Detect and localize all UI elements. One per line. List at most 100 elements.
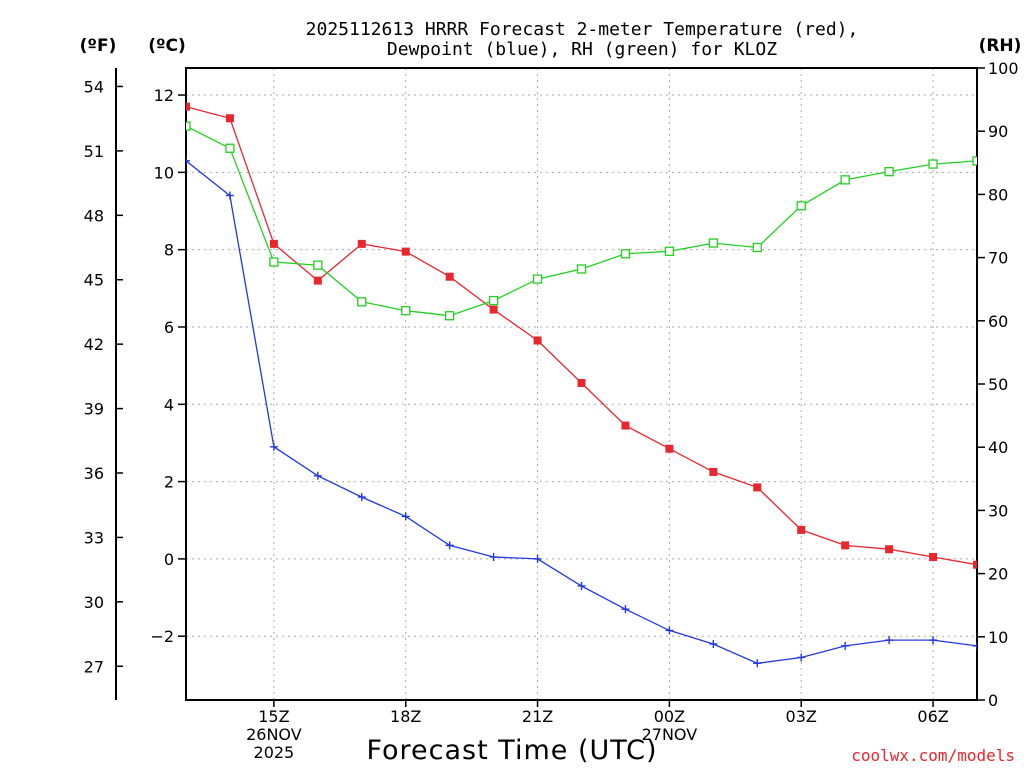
dewpoint-point [357,493,366,502]
rh-point [752,242,762,253]
celsius-tick-label: 4 [164,395,174,414]
temperature-point [313,276,322,285]
dewpoint-point [709,639,718,648]
rh-point [313,260,323,270]
dewpoint-point [885,636,894,645]
temperature-point [269,239,278,248]
dewpoint-series [186,156,977,668]
dewpoint-point [313,471,322,480]
rh-point [884,166,894,177]
rh-point [840,175,850,185]
rh-point [401,306,411,316]
rh-tick-label: 80 [988,185,1008,204]
fahrenheit-tick-label: 39 [84,400,104,419]
temperature-point [225,114,234,123]
temperature-point [186,102,190,111]
x-tick-label: 21Z [522,707,553,726]
celsius-tick-label: 10 [154,163,174,182]
rh-point [796,201,806,211]
rh-point [445,311,455,321]
rh-point [357,297,367,307]
fahrenheit-unit-label: (ºF) [80,36,117,56]
celsius-tick-label: 12 [154,86,174,105]
temperature-point [841,541,850,550]
rh-point [928,159,938,169]
dewpoint-point [621,605,630,614]
fahrenheit-tick-label: 30 [84,593,104,612]
fahrenheit-tick-label: 33 [84,528,104,547]
temperature-point [665,444,674,453]
temperature-point [885,545,894,554]
dewpoint-point [489,552,498,561]
rh-point [186,121,191,131]
x-tick-label: 27NOV [642,725,698,744]
x-tick-label: 06Z [917,707,948,726]
rh-tick-label: 30 [988,501,1008,520]
fahrenheit-tick-label: 45 [84,271,104,290]
rh-tick-label: 60 [988,312,1008,331]
x-axis-label: Forecast Time (UTC) [366,735,657,766]
temperature-line [186,106,977,566]
rh-point [532,274,543,284]
temperature-point [973,560,977,569]
temperature-point [709,467,718,476]
x-tick-label: 00Z [654,707,685,726]
rh-unit-label: (RH) [979,36,1022,56]
chart-title-line1: 2025112613 HRRR Forecast 2-meter Tempera… [306,19,859,40]
rh-line [186,125,977,317]
dewpoint-point [186,156,190,165]
rh-tick-label: 10 [988,628,1008,647]
celsius-tick-label: 8 [164,241,174,260]
dewpoint-point [533,554,542,563]
rh-tick-label: 20 [988,565,1008,584]
temperature-point [929,552,938,561]
fahrenheit-tick-label: 54 [84,77,104,96]
temperature-point [401,247,410,256]
rh-tick-label: 70 [988,249,1008,268]
rh-point [708,238,718,248]
x-tick-label: 15Z [258,707,289,726]
dewpoint-point [929,636,938,645]
celsius-tick-label: 0 [164,550,174,569]
celsius-tick-label: 2 [164,473,174,492]
temperature-point [357,239,366,248]
temperature-point [753,483,762,492]
dewpoint-point [225,191,234,200]
celsius-tick-label: 6 [164,318,174,337]
fahrenheit-tick-label: 51 [84,142,104,161]
rh-point [620,249,631,259]
dewpoint-point [577,581,586,590]
temperature-point [577,379,586,388]
series-layer [186,102,977,668]
dewpoint-point [269,442,278,451]
rh-tick-label: 100 [988,59,1019,78]
rh-point [576,264,587,274]
rh-point [972,156,977,166]
x-tick-label: 2025 [254,743,295,762]
dewpoint-point [973,641,977,650]
dewpoint-point [665,626,674,635]
credit-text: coolwx.com/models [851,746,1015,765]
rh-tick-label: 0 [988,691,998,710]
axes: 27 30 33 36 39 42 45 48 51 54 −2 0 2 4 6 8 10 12 0 10 20 30 40… [84,59,1019,762]
temperature-point [797,525,806,534]
fahrenheit-tick-label: 42 [84,335,104,354]
rh-series [186,121,977,321]
temperature-point [445,272,454,281]
rh-tick-label: 50 [988,375,1008,394]
fahrenheit-tick-label: 36 [84,464,104,483]
dewpoint-point [753,659,762,668]
fahrenheit-tick-label: 27 [84,657,104,676]
dewpoint-point [401,512,410,521]
rh-tick-label: 90 [988,122,1008,141]
x-tick-label: 03Z [786,707,817,726]
celsius-tick-label: −2 [150,627,174,646]
chart-title-line2: Dewpoint (blue), RH (green) for KLOZ [387,39,777,60]
rh-point [225,143,235,153]
temperature-point [621,421,630,430]
dewpoint-point [445,541,454,550]
rh-tick-label: 40 [988,438,1008,457]
rh-point [488,295,499,306]
fahrenheit-tick-label: 48 [84,206,104,225]
